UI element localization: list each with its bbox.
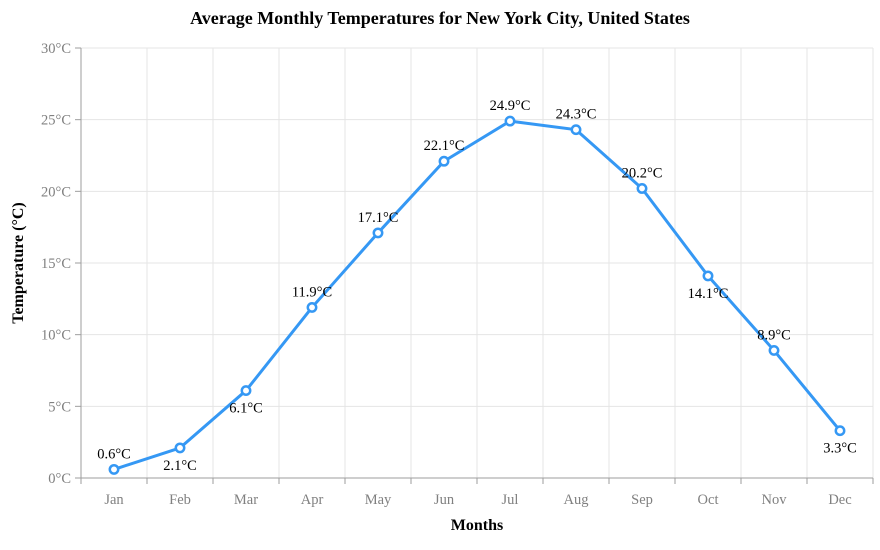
y-tick-label: 0°C	[48, 471, 71, 487]
y-tick-label: 15°C	[41, 256, 71, 272]
data-point-marker	[372, 227, 384, 239]
data-point-marker	[570, 124, 582, 136]
x-tick-label: Jan	[104, 492, 124, 508]
x-tick-label: Oct	[698, 492, 719, 508]
y-tick-label: 20°C	[41, 184, 71, 200]
data-point-marker	[108, 463, 120, 475]
data-point-marker	[174, 442, 186, 454]
chart-title: Average Monthly Temperatures for New Yor…	[190, 8, 690, 28]
data-point-label: 8.9°C	[757, 327, 791, 343]
data-point-label: 3.3°C	[823, 441, 857, 457]
data-point-label: 2.1°C	[163, 458, 197, 474]
data-point-label: 14.1°C	[688, 286, 729, 302]
y-tick-label: 30°C	[41, 41, 71, 57]
x-tick-label: Dec	[828, 492, 851, 508]
x-tick-label: Nov	[762, 492, 788, 508]
x-tick-label: Jul	[502, 492, 519, 508]
data-point-label: 24.9°C	[490, 98, 531, 114]
y-tick-label: 25°C	[41, 113, 71, 129]
temperature-series-line	[112, 119, 842, 471]
x-tick-label: Apr	[301, 492, 324, 508]
data-point-label: 11.9°C	[292, 284, 332, 300]
x-tick-label: Jun	[434, 492, 455, 508]
x-tick-label: Mar	[234, 492, 258, 508]
data-point-label: 22.1°C	[424, 138, 465, 154]
data-point-label: 17.1°C	[358, 210, 399, 226]
data-point-marker	[702, 270, 714, 282]
data-point-marker	[834, 425, 846, 437]
data-point-marker	[504, 115, 516, 127]
data-point-marker	[636, 183, 648, 194]
data-point-label: 24.3°C	[556, 107, 597, 123]
x-tick-label: May	[365, 492, 392, 508]
data-point-marker	[240, 385, 252, 397]
y-tick-label: 5°C	[48, 399, 71, 415]
data-point-label: 20.2°C	[622, 165, 663, 181]
x-tick-label: Feb	[169, 492, 191, 508]
data-point-marker	[306, 301, 318, 313]
data-point-marker	[768, 344, 780, 356]
data-point-label: 0.6°C	[97, 446, 131, 462]
y-tick-label: 10°C	[41, 328, 71, 344]
data-point-marker	[438, 155, 450, 167]
x-tick-label: Aug	[564, 492, 589, 508]
x-axis-title: Months	[450, 517, 504, 534]
x-tick-label: Sep	[631, 492, 653, 508]
data-point-label: 6.1°C	[229, 401, 263, 417]
